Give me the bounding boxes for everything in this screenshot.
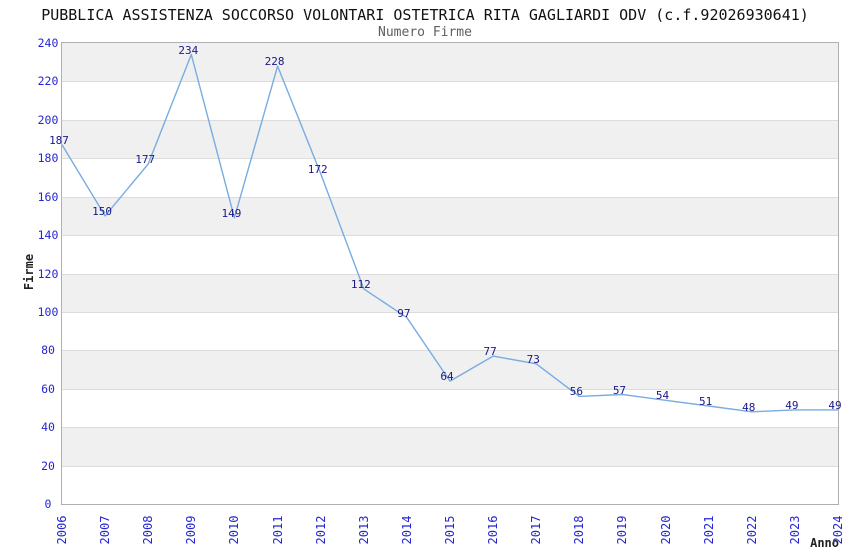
x-tick-label: 2020 [658, 515, 673, 545]
line-series [61, 53, 838, 413]
data-point-label: 97 [397, 306, 411, 320]
plot-band [62, 350, 838, 389]
y-tick-label: 20 [41, 458, 55, 473]
data-point-label: 172 [307, 162, 328, 176]
y-tick-label: 160 [37, 189, 59, 204]
x-tick-label: 2010 [227, 515, 242, 545]
series-line [61, 53, 838, 413]
x-tick-label: 2022 [744, 515, 759, 545]
x-tick-label: 2013 [356, 515, 371, 545]
data-point-label: 77 [483, 345, 497, 359]
gridline [62, 235, 838, 237]
data-point-label: 150 [92, 204, 113, 218]
plot-band [62, 273, 838, 312]
x-tick-label: 2016 [486, 515, 501, 545]
plot-band [62, 119, 838, 159]
data-point-label: 54 [655, 389, 670, 403]
x-tick-label: 2024 [831, 515, 845, 545]
x-tick-label: 2008 [141, 515, 156, 545]
y-tick-label: 60 [41, 381, 55, 396]
y-tick-label: 40 [41, 420, 55, 435]
data-point-label: 48 [742, 400, 756, 414]
data-point-label: 51 [699, 395, 713, 409]
y-tick-label: 240 [37, 36, 59, 50]
gridline [62, 311, 838, 313]
y-tick-label: 180 [37, 151, 59, 166]
chart-title: PUBBLICA ASSISTENZA SOCCORSO VOLONTARI O… [41, 6, 809, 24]
plot-area: 187 150 177 234 149 228 172 112 97 64 77 73 56 57 54 51… [49, 42, 842, 505]
data-point-label: 234 [178, 43, 199, 57]
x-tick-label: 2009 [184, 515, 199, 545]
gridline [62, 350, 838, 352]
plot-band [62, 196, 838, 236]
data-point-label: 57 [612, 383, 627, 397]
data-point-label: 56 [569, 385, 583, 399]
y-tick-label: 120 [37, 266, 59, 281]
data-point-label: 49 [785, 398, 799, 412]
x-tick-label: 2006 [55, 515, 69, 545]
gridline [62, 158, 838, 160]
plot-band [62, 43, 838, 82]
plot-bands [62, 43, 838, 504]
x-tick-label: 2019 [615, 515, 630, 545]
y-tick-label: 0 [44, 497, 52, 511]
gridline [62, 273, 838, 275]
data-point-label: 228 [264, 55, 285, 69]
x-axis-title: Anno [810, 536, 839, 550]
y-tick-label: 200 [37, 112, 59, 127]
data-point-label: 187 [49, 133, 69, 147]
x-tick-label: 2021 [701, 515, 716, 545]
gridline [62, 465, 838, 467]
data-point-label: 177 [135, 153, 156, 166]
plot-band [62, 427, 838, 466]
gridline [62, 119, 838, 121]
x-tick-label: 2023 [787, 515, 802, 545]
x-tick-label: 2012 [313, 515, 328, 545]
x-tick-label: 2014 [399, 515, 414, 545]
y-tick-label: 100 [37, 304, 59, 319]
data-labels: 187 150 177 234 149 228 172 112 97 64 77 73 56 57 54 51… [49, 43, 842, 504]
gridline [62, 427, 838, 429]
x-tick-label: 2018 [572, 515, 587, 545]
data-point-label: 112 [350, 277, 371, 291]
data-point-label: 73 [526, 352, 540, 366]
chart-subtitle: Numero Firme [378, 25, 472, 40]
x-tick-label: 2015 [443, 515, 457, 545]
y-tick-label: 220 [37, 74, 59, 89]
gridline [62, 196, 838, 198]
x-tick-label: 2007 [98, 515, 113, 545]
x-tick-label: 2017 [529, 515, 544, 545]
x-tick-label: 2011 [270, 515, 285, 545]
data-point-label: 149 [221, 206, 242, 220]
y-tick-label: 140 [37, 228, 59, 243]
gridline [62, 81, 838, 83]
y-tick-label: 80 [41, 343, 55, 358]
gridline [62, 388, 838, 390]
data-point-label: 64 [440, 370, 454, 384]
data-point-label: 49 [828, 398, 842, 412]
